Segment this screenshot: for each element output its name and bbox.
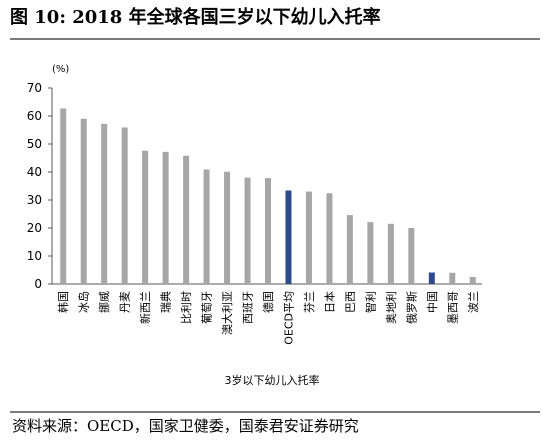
x-tick-label: 比利时 (180, 291, 193, 324)
bar-8 (224, 171, 231, 284)
x-tick-label: 日本 (322, 291, 336, 313)
bar-16 (387, 223, 394, 284)
bar-9 (244, 177, 251, 284)
bars (60, 108, 476, 284)
bar-4 (142, 150, 149, 284)
y-tick-label: 20 (27, 221, 42, 235)
x-tick-label: 中国 (426, 291, 439, 313)
x-tick-label: 墨西哥 (446, 291, 459, 324)
bar-12 (305, 191, 312, 284)
x-tick-label: 挪威 (97, 291, 111, 313)
y-tick-label: 40 (27, 165, 42, 179)
bar-1 (80, 118, 87, 284)
figure-title: 图 10: 2018 年全球各国三岁以下幼儿入托率 (10, 7, 381, 28)
bar-0 (60, 108, 67, 284)
x-tick-label: 芬兰 (303, 291, 316, 313)
x-tick-label: 智利 (363, 291, 377, 313)
y-tick-label: 70 (27, 81, 42, 95)
bar-10 (265, 178, 271, 284)
x-tick-label: 波兰 (467, 291, 480, 313)
x-tick-label: 巴西 (344, 291, 357, 313)
y-tick-label: 10 (27, 249, 42, 263)
title-divider (10, 38, 540, 40)
bar-2 (101, 123, 108, 284)
source-divider (10, 411, 540, 413)
bar-11 (285, 190, 292, 284)
bar-19 (449, 272, 456, 284)
bar-18 (428, 272, 435, 284)
bar-17 (408, 228, 415, 284)
x-tick-label: 新西兰 (138, 291, 152, 324)
x-tick-label: OECD平均 (282, 291, 295, 345)
x-tick-label: 俄罗斯 (405, 291, 418, 324)
x-tick-label: 德国 (261, 291, 275, 313)
bar-7 (203, 169, 210, 284)
bar-20 (469, 277, 476, 284)
y-tick-label: 50 (27, 137, 42, 151)
x-tick-label: 葡萄牙 (201, 291, 214, 324)
bar-14 (346, 215, 353, 284)
source-note: 资料来源：OECD，国家卫健委，国泰君安证券研究 (12, 417, 359, 435)
y-tick-label: 0 (34, 277, 42, 291)
x-tick-label: 奥地利 (384, 291, 398, 324)
y-tick-label: 30 (27, 193, 42, 207)
y-tick-label: 60 (27, 109, 42, 123)
y-unit-label: (%) (52, 64, 69, 75)
x-axis-title: 3岁以下幼儿入托率 (225, 373, 320, 387)
bar-5 (162, 151, 169, 284)
x-tick-labels: 韩国 冰岛 挪威 丹麦 新西兰 瑞典 比利时 葡萄牙 澳大利亚 西班牙 德国 OECD平均 芬兰 日本 巴西… (56, 291, 480, 345)
x-tick-label: 澳大利亚 (220, 291, 234, 335)
bar-6 (183, 155, 190, 284)
bar-3 (121, 127, 128, 284)
x-tick-label: 西班牙 (242, 291, 255, 324)
bar-15 (367, 222, 374, 284)
x-tick-label: 瑞典 (159, 291, 173, 313)
bar-chart: (%) 0 10 20 30 40 50 60 70 韩国 冰岛 挪威 丹麦 新西兰 瑞典 比利时 葡萄牙澳… (27, 64, 482, 387)
x-tick-label: 韩国 (56, 291, 70, 313)
x-tick-label: 冰岛 (77, 291, 91, 313)
bar-13 (326, 193, 333, 284)
x-tick-label: 丹麦 (119, 291, 132, 313)
